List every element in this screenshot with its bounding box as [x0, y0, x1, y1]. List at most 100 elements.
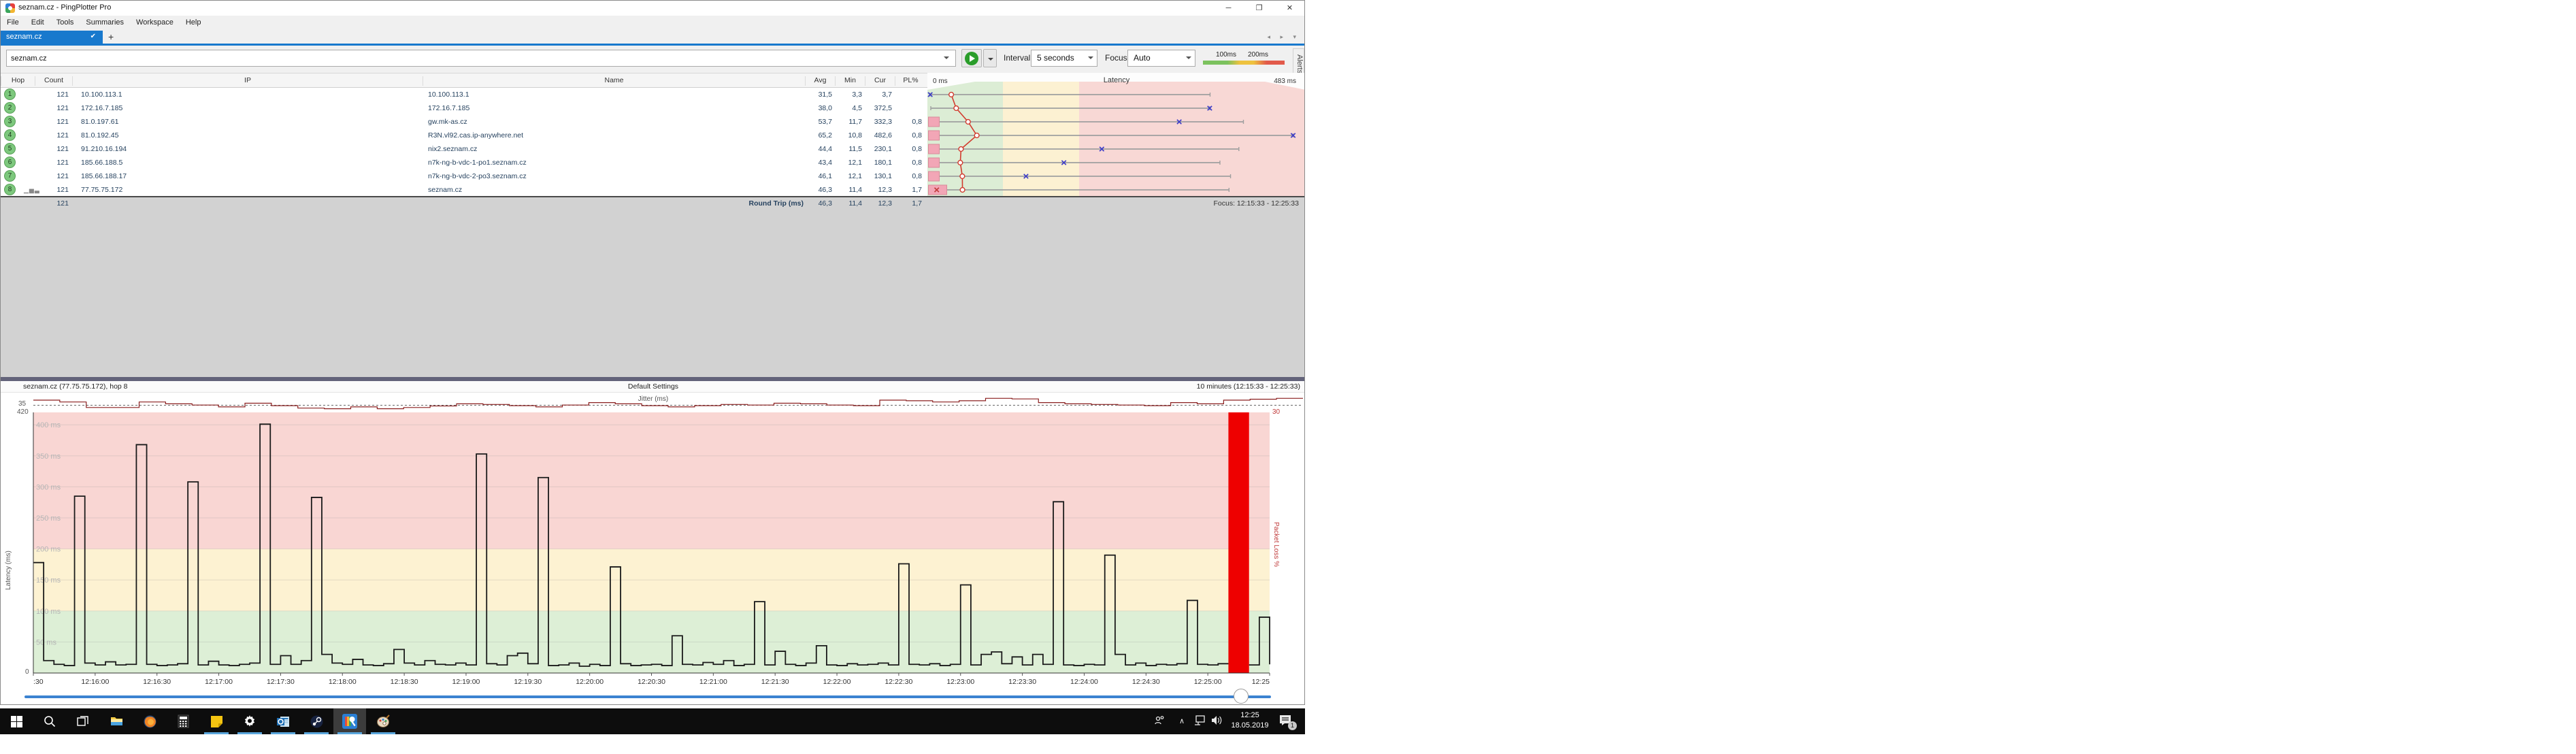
alerts-side-tab[interactable]: Alerts — [1293, 48, 1304, 80]
cell-name: 172.16.7.185 — [428, 104, 470, 112]
table-row[interactable]: 8 ▁▅▃ 121 77.75.75.172 seznam.cz 46,3 11,4 12,3… — [1, 183, 927, 197]
column-header-name[interactable]: Name — [423, 76, 805, 86]
column-header-cur[interactable]: Cur — [865, 76, 895, 86]
cell-count: 121 — [56, 118, 69, 126]
taskbar-steam-icon[interactable] — [300, 708, 333, 734]
target-input[interactable] — [6, 50, 956, 67]
menu-summaries[interactable]: Summaries — [86, 18, 125, 27]
cell-pl: 1,7 — [912, 186, 922, 194]
tab-scroll-arrows[interactable]: ◂ ▸ ▾ — [1267, 33, 1300, 40]
jitter-chart — [33, 397, 1303, 410]
menu-file[interactable]: File — [7, 18, 19, 27]
svg-text:12:25: 12:25 — [1252, 678, 1270, 686]
timegraph-icon: ▁▅▃ — [24, 186, 40, 193]
column-header-ip[interactable]: IP — [72, 76, 423, 86]
svg-text:12:17:00: 12:17:00 — [205, 678, 233, 686]
hop-number-badge: 6 — [4, 157, 16, 168]
tab-seznam[interactable]: seznam.cz ✔ — [1, 31, 103, 44]
focus-select[interactable]: Auto — [1127, 50, 1195, 67]
cell-name: 10.100.113.1 — [428, 91, 469, 99]
cell-avg: 38,0 — [818, 104, 832, 112]
taskbar-start-icon[interactable] — [0, 708, 33, 734]
summary-count: 121 — [56, 199, 69, 208]
taskbar-outlook-icon[interactable] — [267, 708, 299, 734]
cell-cur: 482,6 — [874, 131, 892, 140]
cell-cur: 372,5 — [874, 104, 892, 112]
menu-help[interactable]: Help — [185, 18, 201, 27]
tray-clock[interactable]: 12:25 18.05.2019 — [1229, 710, 1271, 731]
taskbar-paint-icon[interactable] — [367, 708, 399, 734]
column-header-count[interactable]: Count — [35, 76, 72, 86]
start-trace-button[interactable] — [961, 49, 982, 67]
taskbar-pingplotter-icon[interactable] — [333, 708, 366, 734]
start-options-button[interactable] — [983, 49, 997, 67]
menu-bar: File Edit Tools Summaries Workspace Help — [1, 16, 1304, 31]
menu-workspace[interactable]: Workspace — [136, 18, 174, 27]
table-row[interactable]: 5 121 91.210.16.194 nix2.seznam.cz 44,4 11,5 2… — [1, 142, 927, 156]
cell-pl: 0,8 — [912, 159, 922, 167]
tray-chevron-icon[interactable]: ∧ — [1179, 717, 1185, 725]
taskbar-firefox-icon[interactable] — [133, 708, 166, 734]
svg-text:12:18:00: 12:18:00 — [329, 678, 357, 686]
close-button[interactable]: ✕ — [1286, 4, 1293, 12]
pane-splitter[interactable] — [1, 377, 1304, 381]
running-indicator — [271, 732, 295, 734]
cell-min: 4,5 — [852, 104, 862, 112]
cell-count: 121 — [56, 104, 69, 112]
table-row[interactable]: 4 121 81.0.192.45 R3N.vl92.cas.ip-anywhere.… — [1, 129, 927, 142]
column-header-hop[interactable]: Hop — [1, 76, 35, 86]
hop-number-badge: 3 — [4, 116, 16, 127]
new-tab-button[interactable]: + — [108, 31, 114, 42]
taskbar-search-icon[interactable] — [33, 708, 66, 734]
menu-edit[interactable]: Edit — [31, 18, 44, 27]
cell-min: 12,1 — [848, 159, 862, 167]
taskbar-task-view-icon[interactable] — [67, 708, 99, 734]
cell-min: 10,8 — [848, 131, 862, 140]
right-axis-max: 30 — [1272, 408, 1281, 416]
taskbar-settings-icon[interactable] — [233, 708, 266, 734]
cell-name: nix2.seznam.cz — [428, 145, 478, 153]
latency-max-label: 483 ms — [1274, 78, 1296, 85]
table-row[interactable]: 7 121 185.66.188.17 n7k-ng-b-vdc-2-po3.sezn… — [1, 169, 927, 183]
jitter-label: Jitter (ms) — [638, 395, 669, 403]
table-row[interactable]: 6 121 185.66.188.5 n7k-ng-b-vdc-1-po1.sezna… — [1, 156, 927, 169]
menu-tools[interactable]: Tools — [56, 18, 74, 27]
summary-area: 121 Round Trip (ms) 46,3 11,4 12,3 1,7 F… — [1, 197, 1304, 377]
target-dropdown-icon[interactable] — [944, 56, 949, 62]
timeline-target: seznam.cz (77.75.75.172), hop 8 — [23, 382, 128, 391]
table-row[interactable]: 3 121 81.0.197.61 gw.mk-as.cz 53,7 11,7 332,3 0… — [1, 115, 927, 129]
time-scrollbar-track[interactable] — [24, 695, 1271, 698]
svg-text:12:16:30: 12:16:30 — [143, 678, 171, 686]
svg-text:300 ms: 300 ms — [36, 483, 61, 491]
svg-text:12:20:30: 12:20:30 — [638, 678, 665, 686]
svg-text:12:16:00: 12:16:00 — [81, 678, 109, 686]
action-center-icon[interactable]: 1 — [1279, 715, 1297, 730]
summary-avg: 46,3 — [818, 199, 832, 208]
cell-avg: 46,1 — [818, 172, 832, 180]
tab-underline — [1, 44, 1304, 46]
windows-taskbar: ∧ 12:25 18.05.2019 1 — [0, 708, 1305, 734]
maximize-button[interactable]: ❐ — [1255, 4, 1263, 12]
taskbar-file-explorer-icon[interactable] — [100, 708, 133, 734]
minimize-button[interactable]: ─ — [1225, 4, 1232, 12]
interval-select[interactable]: 5 seconds — [1031, 50, 1097, 67]
cell-min: 11,5 — [848, 145, 862, 153]
cell-count: 121 — [56, 159, 69, 167]
column-header-min[interactable]: Min — [835, 76, 865, 86]
latency-title: Latency — [1103, 76, 1130, 84]
table-row[interactable]: 2 121 172.16.7.185 172.16.7.185 38,0 4,5 372,5 — [1, 101, 927, 115]
table-row[interactable]: 1 121 10.100.113.1 10.100.113.1 31,5 3,3 3,7 — [1, 88, 927, 101]
svg-text:12:18:30: 12:18:30 — [391, 678, 418, 686]
column-header-pl[interactable]: PL% — [895, 76, 926, 86]
time-scrollbar-handle[interactable] — [1234, 689, 1249, 704]
taskbar-calculator-icon[interactable] — [167, 708, 199, 734]
cell-ip: 81.0.192.45 — [81, 131, 119, 140]
cell-min: 3,3 — [852, 91, 862, 99]
cell-ip: 172.16.7.185 — [81, 104, 123, 112]
column-header-avg[interactable]: Avg — [805, 76, 835, 86]
cell-avg: 65,2 — [818, 131, 832, 140]
latency-legend: 100ms 200ms — [1203, 51, 1285, 66]
taskbar-sticky-notes-icon[interactable] — [200, 708, 233, 734]
cell-name: n7k-ng-b-vdc-1-po1.seznam.cz — [428, 159, 527, 167]
interval-arrow-icon — [1088, 56, 1093, 62]
